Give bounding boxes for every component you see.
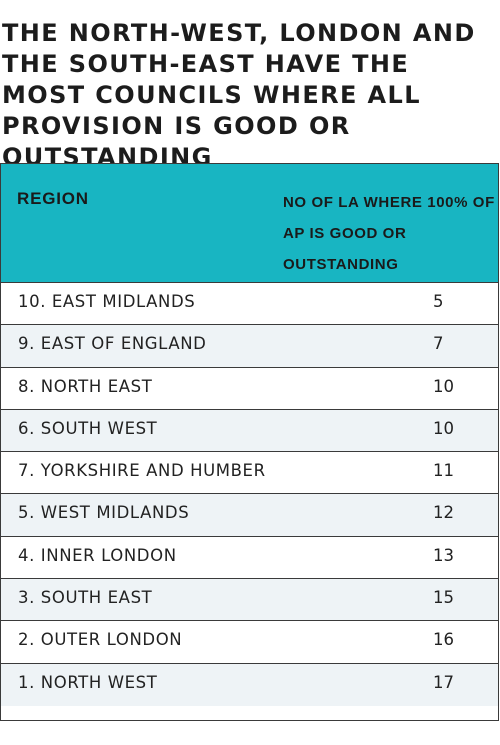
count-cell: 13 xyxy=(433,545,454,565)
table-row: 10. EAST MIDLANDS 5 xyxy=(1,283,498,326)
column-header-count: NO OF LA WHERE 100% OF AP IS GOOD OR OUT… xyxy=(283,194,495,273)
count-cell: 10 xyxy=(433,376,454,396)
region-table: REGION NO OF LA WHERE 100% OF AP IS GOOD… xyxy=(0,163,499,721)
region-cell: 7. YORKSHIRE AND HUMBER xyxy=(18,461,266,481)
column-header-region: REGION xyxy=(17,189,89,208)
region-cell: 3. SOUTH EAST xyxy=(18,588,153,608)
count-cell: 15 xyxy=(433,588,454,608)
table-body: 10. EAST MIDLANDS 5 9. EAST OF ENGLAND 7 8. … xyxy=(1,283,498,706)
region-cell: 5. WEST MIDLANDS xyxy=(18,503,190,523)
table-row: 9. EAST OF ENGLAND 7 xyxy=(1,325,498,368)
table-header: REGION NO OF LA WHERE 100% OF AP IS GOOD… xyxy=(1,163,498,283)
table-row: 4. INNER LONDON 13 xyxy=(1,536,498,580)
region-cell: 10. EAST MIDLANDS xyxy=(18,292,196,311)
chart-headline: THE NORTH-WEST, LONDON AND THE SOUTH-EAS… xyxy=(2,19,476,171)
region-cell: 2. OUTER LONDON xyxy=(18,630,183,650)
region-cell: 1. NORTH WEST xyxy=(18,672,158,692)
count-cell: 7 xyxy=(433,334,444,354)
table-row: 1. NORTH WEST 17 xyxy=(1,663,498,706)
table-row: 7. YORKSHIRE AND HUMBER 11 xyxy=(1,452,498,495)
table-row: 5. WEST MIDLANDS 12 xyxy=(1,494,498,537)
table-row: 2. OUTER LONDON 16 xyxy=(1,621,498,664)
table-row: 8. NORTH EAST 10 xyxy=(1,367,498,410)
table-row: 6. SOUTH WEST 10 xyxy=(1,409,498,453)
region-cell: 9. EAST OF ENGLAND xyxy=(18,334,207,354)
count-cell: 11 xyxy=(433,461,454,481)
count-cell: 16 xyxy=(433,630,454,650)
count-cell: 17 xyxy=(433,672,454,692)
count-cell: 5 xyxy=(433,292,444,311)
region-cell: 4. INNER LONDON xyxy=(18,545,177,565)
region-cell: 6. SOUTH WEST xyxy=(18,418,158,438)
count-cell: 12 xyxy=(433,503,454,523)
region-cell: 8. NORTH EAST xyxy=(18,376,153,396)
table-row: 3. SOUTH EAST 15 xyxy=(1,579,498,622)
count-cell: 10 xyxy=(433,418,454,438)
